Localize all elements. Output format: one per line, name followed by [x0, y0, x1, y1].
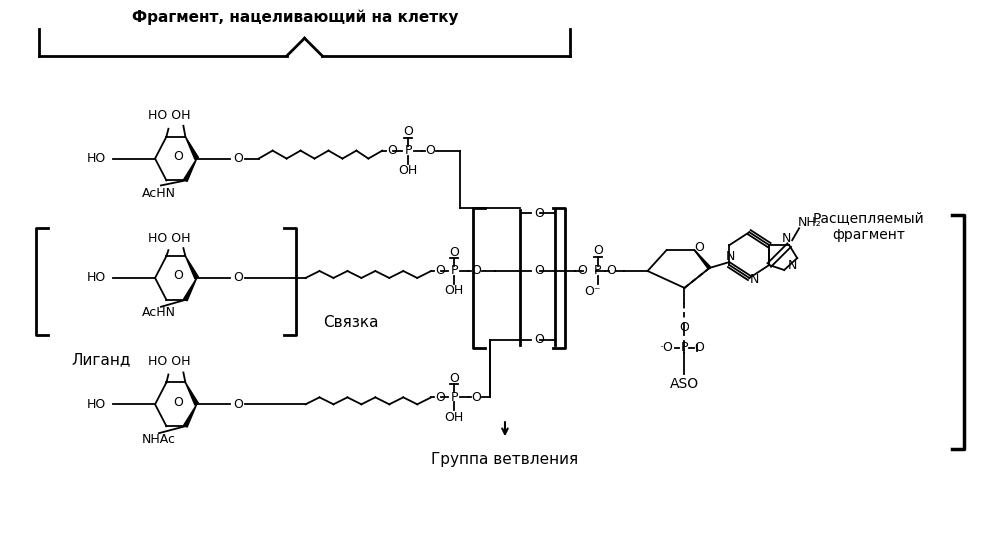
Text: P: P [451, 391, 458, 404]
Text: O: O [592, 243, 602, 256]
Text: O: O [426, 144, 436, 157]
Text: Группа ветвления: Группа ветвления [432, 452, 578, 466]
Text: O: O [533, 265, 543, 278]
Polygon shape [186, 256, 199, 279]
Text: O: O [679, 321, 689, 334]
Text: O: O [533, 333, 543, 346]
Polygon shape [186, 382, 199, 405]
Text: O⁻: O⁻ [584, 286, 601, 299]
Text: HO: HO [87, 272, 106, 285]
Text: P: P [405, 144, 412, 157]
Text: NH₂: NH₂ [797, 216, 821, 229]
Text: O: O [173, 396, 183, 409]
Text: HO: HO [87, 398, 106, 411]
Text: AcHN: AcHN [142, 306, 176, 319]
Text: N: N [725, 249, 735, 262]
Polygon shape [184, 404, 197, 427]
Text: P: P [594, 265, 601, 278]
Text: HO OH: HO OH [148, 109, 190, 122]
Text: AcHN: AcHN [142, 187, 176, 200]
Text: O: O [233, 272, 243, 285]
Text: ASO: ASO [670, 378, 699, 391]
Text: OH: OH [399, 164, 418, 177]
Text: O: O [472, 265, 481, 278]
Text: ·O: ·O [659, 341, 673, 354]
Polygon shape [694, 250, 710, 269]
Text: NHAc: NHAc [142, 433, 176, 446]
Text: Лиганд: Лиганд [71, 352, 131, 367]
Text: P: P [680, 341, 688, 354]
Text: O: O [173, 150, 183, 163]
Text: O: O [233, 398, 243, 411]
Text: O: O [694, 241, 704, 254]
Text: O: O [388, 144, 398, 157]
Text: O: O [450, 246, 460, 259]
Text: O: O [436, 265, 446, 278]
Text: O: O [606, 265, 616, 278]
Text: Фрагмент, нацеливающий на клетку: Фрагмент, нацеливающий на клетку [132, 10, 459, 25]
Text: HO OH: HO OH [148, 232, 190, 245]
Text: O: O [694, 341, 704, 354]
Polygon shape [184, 159, 197, 181]
Text: O: O [472, 391, 481, 404]
Text: O: O [576, 265, 586, 278]
Text: O: O [404, 125, 414, 138]
Text: OH: OH [445, 411, 464, 424]
Text: O: O [533, 207, 543, 220]
Polygon shape [186, 137, 199, 160]
Text: N: N [787, 259, 797, 272]
Polygon shape [184, 278, 197, 301]
Text: O: O [450, 372, 460, 385]
Text: OH: OH [445, 285, 464, 298]
Text: HO OH: HO OH [148, 355, 190, 368]
Text: O: O [233, 152, 243, 165]
Text: O: O [436, 391, 446, 404]
Text: Расщепляемый: Расщепляемый [813, 212, 925, 225]
Text: N: N [781, 232, 791, 245]
Text: P: P [451, 265, 458, 278]
Text: O: O [173, 269, 183, 282]
Text: HO: HO [87, 152, 106, 165]
Text: N: N [749, 273, 759, 286]
Text: фрагмент: фрагмент [832, 228, 905, 242]
Text: Связка: Связка [323, 315, 379, 330]
